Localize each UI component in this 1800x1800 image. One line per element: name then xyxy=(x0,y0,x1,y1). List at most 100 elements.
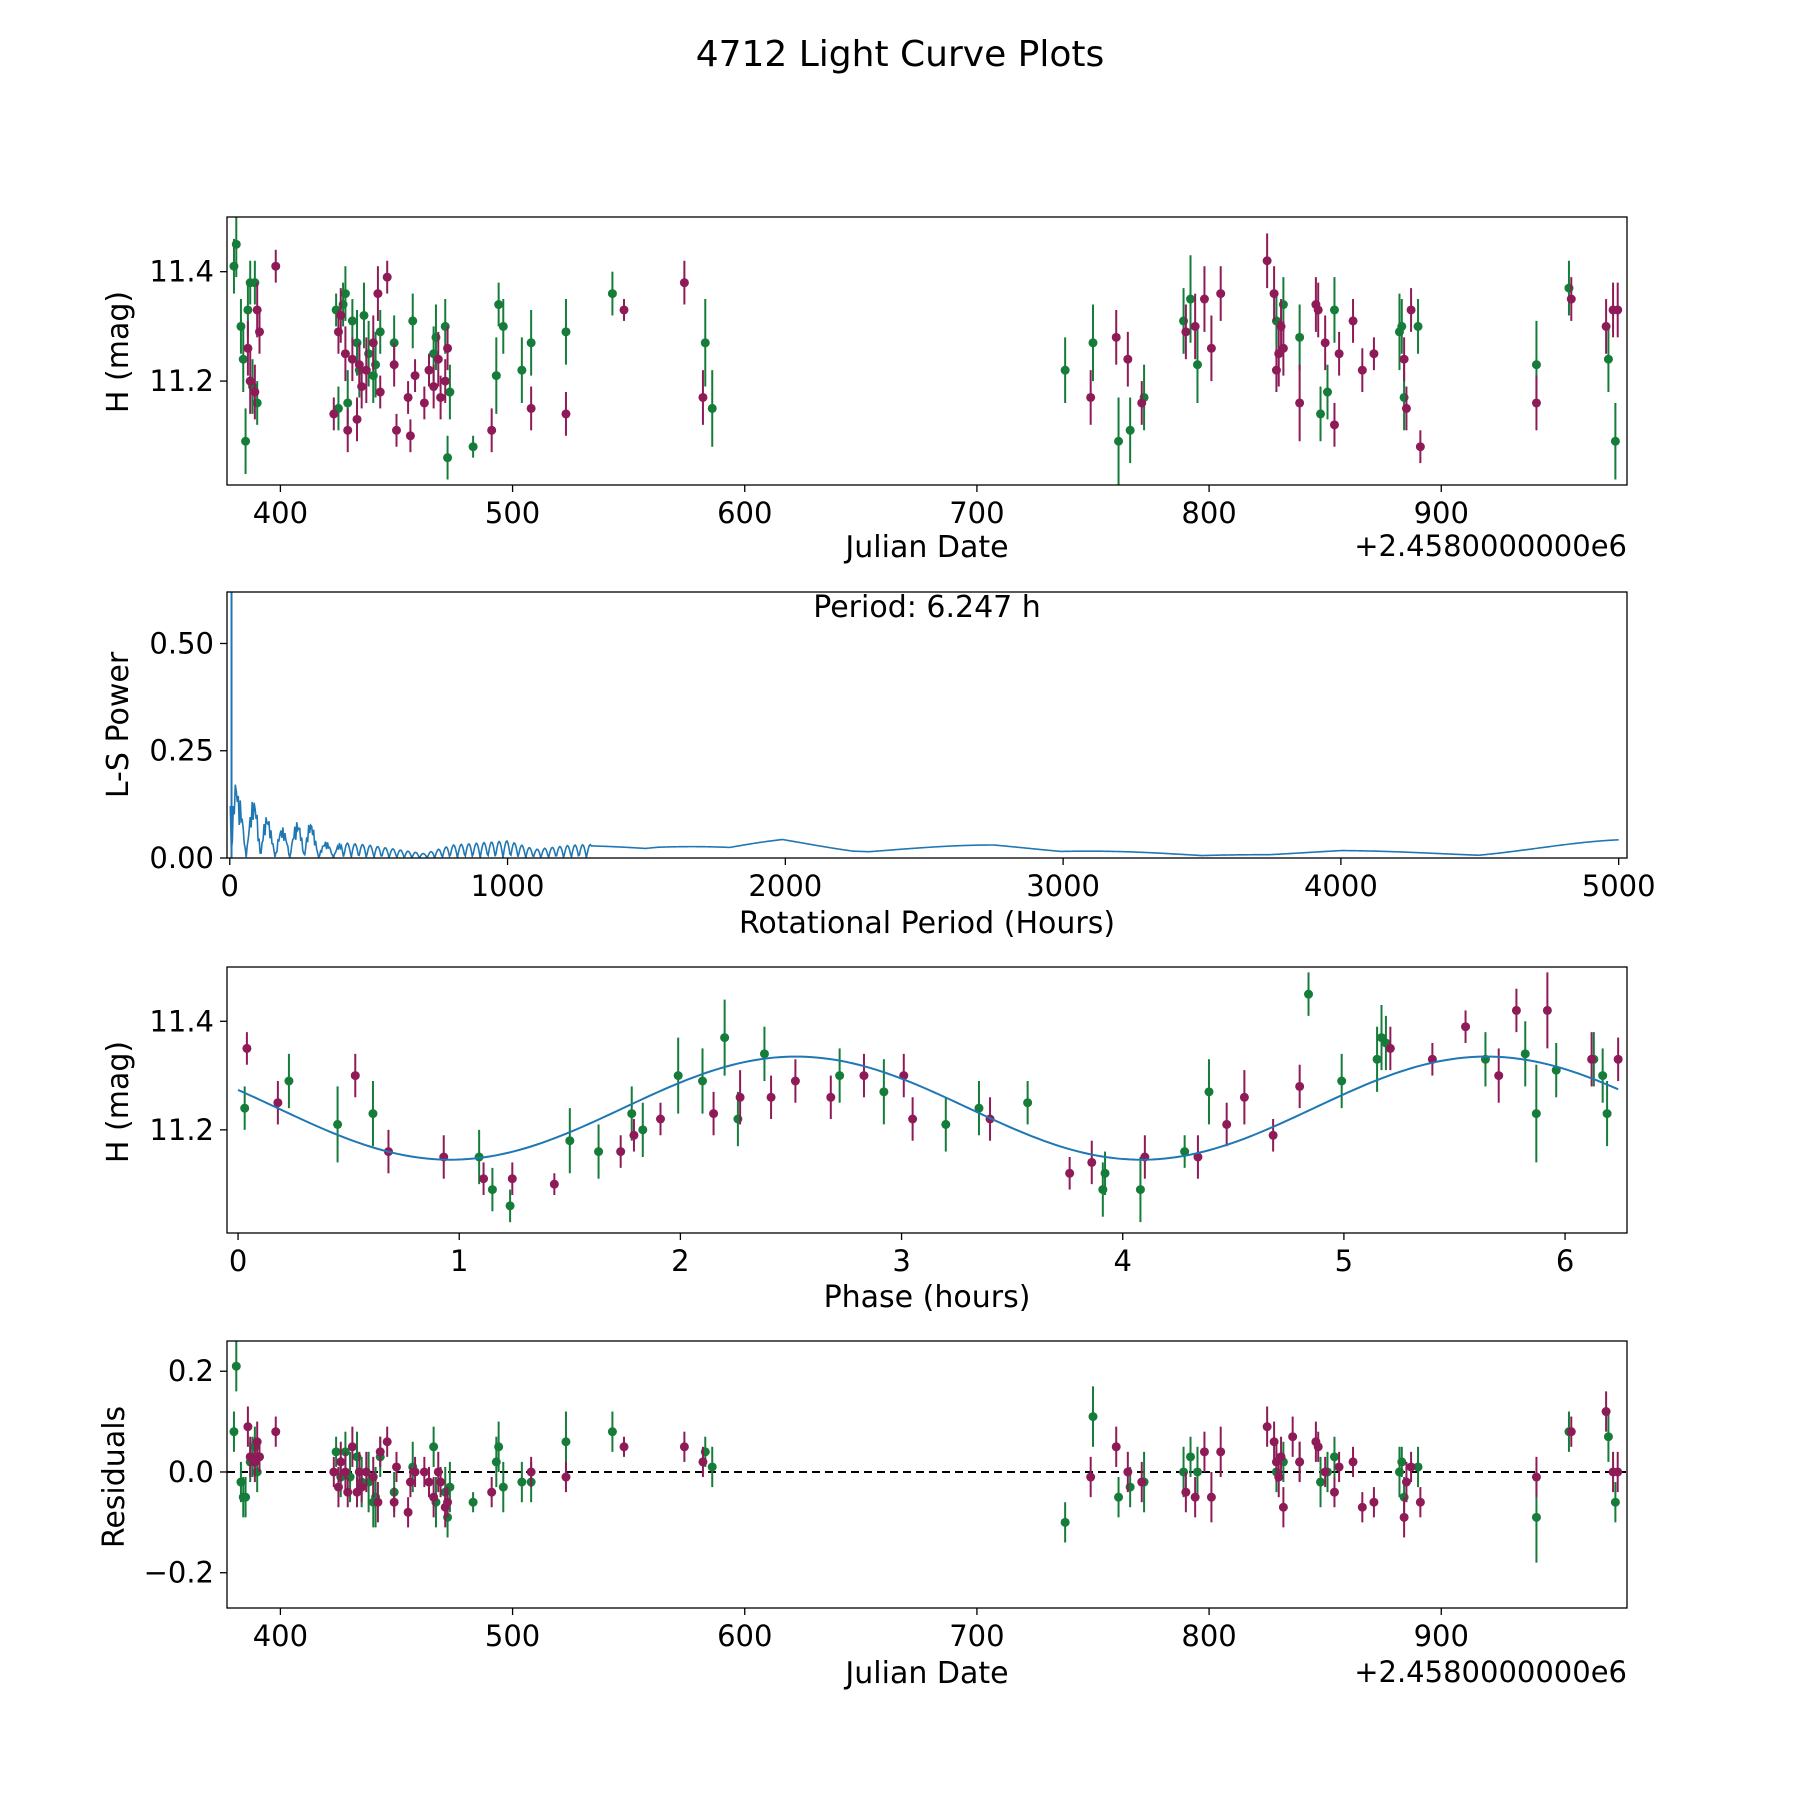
light-curve-panel: H (mag) Julian Date +2.4580000000e6 400 5… xyxy=(101,216,1628,565)
light-curve-magenta-point-10 xyxy=(343,425,353,435)
light-curve-green-point-29 xyxy=(445,387,455,397)
light-curve-magenta-point-28 xyxy=(433,354,443,364)
periodogram-data xyxy=(229,592,1619,858)
light-curve-magenta-point-55 xyxy=(1313,305,1323,315)
periodogram-ytick-label-0: 0.00 xyxy=(149,841,214,875)
light-curve-green-point-55 xyxy=(1397,321,1407,331)
light-curve-green-point-14 xyxy=(343,398,353,408)
residuals-xtick-label-1: 500 xyxy=(485,1619,540,1653)
phased-curve-magenta-point-0 xyxy=(242,1043,252,1053)
light-curve-magenta-point-19 xyxy=(382,272,392,282)
residuals-green-point-42 xyxy=(1186,1452,1196,1462)
residuals-magenta-point-33 xyxy=(526,1467,536,1477)
residuals-ytick-label-1: 0.0 xyxy=(168,1455,214,1489)
periodogram-xtick-label-1: 1000 xyxy=(471,869,545,903)
light-curve-green-point-47 xyxy=(1192,360,1202,370)
residuals-panel: Residuals Julian Date +2.4580000000e6 40… xyxy=(97,1340,1628,1691)
periodogram-trace xyxy=(229,784,1619,858)
phased-curve-green-point-2 xyxy=(333,1119,343,1129)
light-curve-green-point-24 xyxy=(408,316,418,326)
phased-curve-magenta-point-26 xyxy=(1268,1130,1278,1140)
residuals-xtick-label-5: 900 xyxy=(1414,1619,1469,1653)
phased-curve-green-point-9 xyxy=(627,1109,637,1119)
light-curve-magenta-point-2 xyxy=(250,387,260,397)
residuals-green-point-56 xyxy=(1603,1432,1613,1442)
light-curve-green-point-39 xyxy=(707,403,717,413)
light-curve-green-point-31 xyxy=(491,371,501,381)
light-curve-magenta-point-15 xyxy=(361,365,371,375)
light-curve-green-point-36 xyxy=(561,327,571,337)
phased-curve-green-point-5 xyxy=(487,1185,497,1195)
light-curve-magenta-point-45 xyxy=(1206,343,1216,353)
light-curve-magenta-point-70 xyxy=(1613,305,1623,315)
light-curve-magenta-point-31 xyxy=(443,343,453,353)
phased-curve-green-point-27 xyxy=(1337,1076,1347,1086)
light-curve-magenta-point-52 xyxy=(1278,343,1288,353)
phased-curve-green-point-17 xyxy=(879,1087,889,1097)
phased-curve-magenta-point-8 xyxy=(616,1147,626,1157)
phased-curve-green-point-13 xyxy=(720,1033,730,1043)
residuals-green-point-49 xyxy=(1329,1452,1339,1462)
residuals-magenta-point-52 xyxy=(1278,1502,1288,1512)
light-curve-magenta-point-39 xyxy=(1111,332,1121,342)
phased-curve-data xyxy=(237,972,1623,1223)
residuals-magenta-point-24 xyxy=(410,1467,420,1477)
phased-curve-magenta-point-32 xyxy=(1511,1005,1521,1015)
phased-curve-magenta-point-27 xyxy=(1295,1081,1305,1091)
residuals-xtick-label-3: 700 xyxy=(949,1619,1004,1653)
light-curve-magenta-point-58 xyxy=(1334,349,1344,359)
light-curve-xtick-label-1: 500 xyxy=(485,496,540,530)
light-curve-magenta-point-56 xyxy=(1320,338,1330,348)
phased-curve-model-curve xyxy=(237,1055,1619,1161)
residuals-magenta-point-67 xyxy=(1531,1472,1541,1482)
light-curve-magenta-point-8 xyxy=(336,310,346,320)
phased-curve-xtick-label-6: 6 xyxy=(1556,1244,1574,1278)
light-curve-magenta-point-6 xyxy=(329,409,339,419)
residuals-magenta-point-54 xyxy=(1295,1457,1305,1467)
residuals-green-point-51 xyxy=(1397,1457,1407,1467)
phased-curve-magenta-point-1 xyxy=(273,1098,283,1108)
light-curve-magenta-point-22 xyxy=(403,392,413,402)
light-curve-green-point-41 xyxy=(1088,338,1098,348)
light-curve-magenta-point-17 xyxy=(373,289,383,299)
residuals-green-point-57 xyxy=(1610,1497,1620,1507)
phased-curve-green-point-23 xyxy=(1135,1185,1145,1195)
figure-title: 4712 Light Curve Plots xyxy=(696,34,1105,75)
phased-curve-magenta-point-13 xyxy=(766,1092,776,1102)
residuals-magenta-point-41 xyxy=(1137,1477,1147,1487)
residuals-magenta-point-31 xyxy=(443,1497,453,1507)
residuals-green-point-37 xyxy=(1088,1412,1098,1422)
residuals-magenta-point-71 xyxy=(1613,1467,1623,1477)
residuals-magenta-point-5 xyxy=(271,1427,281,1437)
phased-curve-green-point-32 xyxy=(1520,1049,1530,1059)
phased-curve-xtick-label-1: 1 xyxy=(450,1244,468,1278)
light-curve-data xyxy=(229,217,1623,485)
light-curve-magenta-point-36 xyxy=(679,278,689,288)
light-curve-magenta-point-47 xyxy=(1262,256,1272,266)
phased-curve-ytick-label-1: 11.4 xyxy=(149,1004,214,1038)
residuals-frame xyxy=(226,1340,1628,1609)
residuals-magenta-point-6 xyxy=(329,1467,339,1477)
light-curve-magenta-point-53 xyxy=(1295,398,1305,408)
phased-curve-green-point-3 xyxy=(368,1109,378,1119)
phased-curve-green-point-0 xyxy=(240,1103,250,1113)
phased-curve-magenta-point-31 xyxy=(1494,1071,1504,1081)
residuals-magenta-point-11 xyxy=(347,1442,357,1452)
residuals-magenta-point-62 xyxy=(1369,1497,1379,1507)
phased-curve-magenta-point-20 xyxy=(1065,1168,1075,1178)
residuals-magenta-point-16 xyxy=(368,1472,378,1482)
residuals-magenta-point-51 xyxy=(1276,1452,1286,1462)
light-curve-ytick-label-0: 11.2 xyxy=(149,364,214,398)
residuals-green-point-28 xyxy=(494,1442,504,1452)
light-curve-green-point-60 xyxy=(1603,354,1613,364)
light-curve-green-point-34 xyxy=(517,365,527,375)
phased-curve-green-point-8 xyxy=(594,1147,604,1157)
residuals-green-point-35 xyxy=(707,1462,717,1472)
residuals-magenta-point-10 xyxy=(343,1487,353,1497)
light-curve-magenta-point-34 xyxy=(561,409,571,419)
light-curve-xtick-label-0: 400 xyxy=(253,496,308,530)
light-curve-green-point-33 xyxy=(498,321,508,331)
light-curve-magenta-point-16 xyxy=(368,338,378,348)
light-curve-magenta-point-32 xyxy=(487,425,497,435)
